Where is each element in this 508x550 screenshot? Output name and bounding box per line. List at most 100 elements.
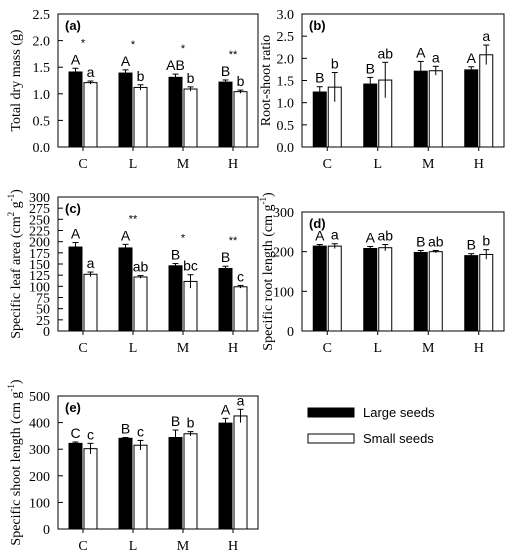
panel-label: (c)	[65, 201, 81, 216]
bar-large-seeds	[68, 246, 83, 332]
y-axis-title: Specific root length (cm g-1)	[258, 192, 276, 351]
y-tick-label: 50	[36, 303, 50, 318]
significance-stars: **	[229, 49, 238, 61]
significance-letter: a	[87, 255, 95, 271]
y-axis-title: Specific leaf area (cm2 g-1)	[6, 189, 24, 339]
bar-small-seeds	[83, 448, 98, 530]
y-tick-label: 225	[29, 225, 50, 240]
significance-letter: C	[70, 425, 80, 441]
bar-small-seeds	[83, 273, 98, 332]
significance-letter: ab	[377, 228, 393, 244]
bar-small-seeds	[378, 247, 393, 332]
legend-label-small-seeds: Small seeds	[363, 431, 434, 446]
y-tick-label: 125	[29, 269, 50, 284]
significance-letter: a	[331, 227, 339, 243]
bar-small-seeds	[428, 251, 443, 332]
bar-small-seeds	[133, 86, 148, 148]
significance-letter: A	[71, 226, 81, 242]
significance-letter: a	[482, 28, 490, 44]
bar-large-seeds	[68, 442, 83, 530]
bar-large-seeds	[464, 255, 479, 332]
bar-small-seeds	[479, 54, 494, 148]
significance-letter: a	[87, 64, 95, 80]
significance-letter: A	[416, 44, 426, 60]
x-tick-label: H	[228, 539, 238, 550]
x-tick-label: C	[78, 157, 87, 172]
significance-stars: *	[181, 233, 186, 245]
significance-letter: ab	[428, 233, 444, 249]
panels: 0.0 0.5 1.0 1.5 2.0 2.5 Total dry mass (g) (a) C…	[6, 8, 505, 550]
significance-letter: c	[137, 423, 144, 439]
y-tick-label: 1.0	[33, 88, 51, 103]
y-tick-label: 100	[29, 496, 50, 511]
y-tick-label: 2.5	[33, 8, 51, 23]
bar-large-seeds	[218, 81, 233, 148]
significance-letter: a	[432, 49, 440, 65]
x-tick-label: M	[177, 341, 190, 356]
bar-small-seeds	[83, 82, 98, 148]
plot-frame	[57, 395, 259, 530]
y-tick-label: 3.0	[277, 8, 295, 23]
bar-large-seeds	[413, 70, 428, 148]
bar-small-seeds	[327, 245, 342, 332]
bar-small-seeds	[133, 276, 148, 332]
y-tick-label: 2.5	[277, 30, 295, 45]
y-tick-label: 500	[29, 390, 50, 405]
y-axis-title: Specific shoot length (cm g-1)	[6, 379, 24, 545]
y-tick-label: 1.5	[33, 61, 51, 76]
y-tick-label: 2.0	[277, 52, 295, 67]
x-tick-label: L	[129, 157, 138, 172]
significance-letter: A	[467, 50, 477, 66]
y-tick-label: 300	[29, 443, 50, 458]
significance-letter: A	[315, 228, 325, 244]
bar-small-seeds	[428, 70, 443, 148]
y-tick-label: 100	[29, 280, 50, 295]
x-tick-label: L	[129, 341, 138, 356]
significance-letter: c	[237, 268, 244, 284]
bar-large-seeds	[218, 422, 233, 530]
bar-large-seeds	[68, 71, 83, 148]
x-tick-label: C	[323, 341, 332, 356]
significance-letter: b	[482, 233, 490, 249]
x-tick-label: H	[228, 157, 238, 172]
significance-stars: **	[129, 213, 138, 225]
chart-panel: 0.0 0.5 1.0 1.5 2.0 2.5 Total dry mass (g) (a) C…	[9, 8, 259, 172]
x-tick-label: C	[78, 539, 87, 550]
plot-frame	[57, 13, 259, 148]
y-tick-label: 2.0	[33, 35, 51, 50]
bar-large-seeds	[168, 436, 183, 530]
bar-large-seeds	[363, 247, 378, 332]
significance-letter: AB	[166, 57, 185, 73]
y-tick-label: 175	[29, 247, 50, 262]
y-tick-label: 0.0	[33, 141, 51, 156]
panel-label: (d)	[309, 216, 326, 231]
x-tick-label: C	[78, 341, 87, 356]
y-tick-label: 300	[273, 206, 294, 221]
y-tick-label: 250	[29, 213, 50, 228]
bar-large-seeds	[168, 76, 183, 148]
x-tick-label: H	[474, 341, 484, 356]
panel-label: (b)	[309, 18, 326, 33]
significance-letter: b	[187, 70, 195, 86]
bar-small-seeds	[479, 253, 494, 332]
chart-panel: 0 100 200 300 400 500 Specific shoot length (c…	[6, 379, 259, 550]
y-tick-label: 1.0	[277, 97, 295, 112]
y-tick-label: 200	[29, 236, 50, 251]
y-tick-label: 0.5	[277, 119, 295, 134]
significance-letter: A	[221, 401, 231, 417]
significance-letter: B	[467, 237, 476, 253]
x-tick-label: M	[177, 539, 190, 550]
bar-large-seeds	[118, 247, 133, 332]
significance-letter: B	[171, 413, 180, 429]
bar-large-seeds	[312, 91, 327, 148]
significance-letter: c	[87, 426, 94, 442]
bar-large-seeds	[218, 267, 233, 332]
bar-large-seeds	[118, 72, 133, 148]
significance-stars: **	[229, 235, 238, 247]
bar-large-seeds	[464, 69, 479, 148]
y-tick-label: 275	[29, 202, 50, 217]
x-tick-label: C	[323, 157, 332, 172]
